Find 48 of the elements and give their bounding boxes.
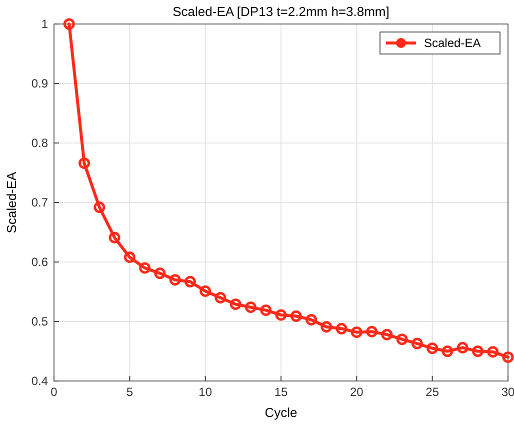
chart-title: Scaled-EA [DP13 t=2.2mm h=3.8mm] (172, 4, 390, 19)
y-tick-label: 0.7 (31, 196, 48, 210)
point (381, 328, 393, 340)
y-tick-label: 0.8 (31, 136, 48, 150)
point (472, 346, 484, 357)
point (214, 292, 226, 304)
point (154, 268, 166, 280)
point (336, 322, 348, 334)
point (411, 338, 423, 350)
x-tick-label: 30 (501, 385, 514, 399)
point (184, 276, 196, 288)
point (426, 342, 438, 354)
legend-label: Scaled-EA (424, 36, 481, 50)
point (320, 321, 332, 333)
x-axis-title: Cycle (264, 405, 298, 420)
point (350, 326, 362, 338)
x-tick-label: 5 (126, 385, 134, 399)
point (260, 304, 272, 316)
point (124, 251, 136, 263)
x-tick-label: 0 (50, 385, 58, 399)
point (108, 232, 120, 244)
y-tick-label: 0.4 (31, 374, 48, 388)
point (366, 326, 378, 338)
point (396, 334, 408, 346)
x-tick-label: 15 (274, 385, 288, 399)
point (502, 351, 514, 363)
point (78, 157, 90, 169)
point (306, 314, 318, 326)
y-tick-label: 0.6 (31, 255, 48, 269)
x-tick-label: 20 (350, 385, 364, 399)
point (94, 202, 106, 214)
point (487, 346, 499, 358)
point (275, 309, 287, 321)
point (442, 346, 454, 357)
y-tick-label: 0.9 (31, 76, 48, 90)
y-axis-title: Scaled-EA (4, 171, 19, 234)
point (200, 285, 212, 297)
point (139, 262, 151, 274)
point (230, 298, 242, 310)
x-tick-label: 25 (426, 385, 440, 399)
y-tick-label: 0.5 (31, 314, 48, 328)
y-tick-label: 1 (41, 17, 48, 31)
x-tick-label: 10 (198, 385, 212, 399)
point (63, 18, 75, 30)
point (244, 301, 256, 313)
point (169, 274, 181, 286)
point (456, 342, 468, 354)
point (290, 310, 302, 322)
